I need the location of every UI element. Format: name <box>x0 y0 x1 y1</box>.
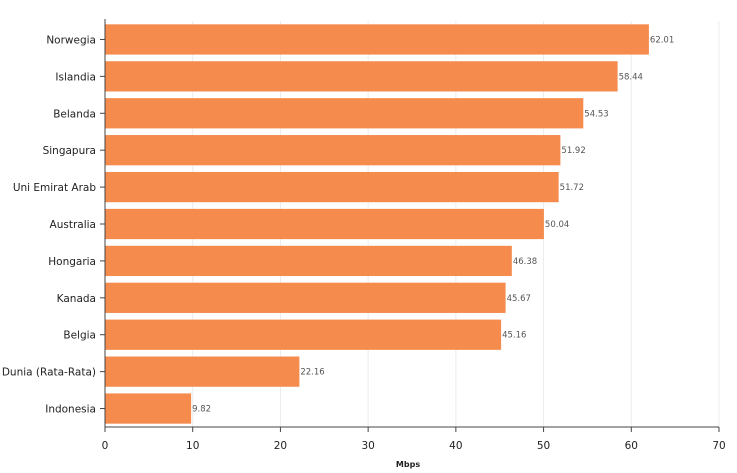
x-tick-label: 60 <box>625 440 638 452</box>
data-label: 51.92 <box>561 146 585 156</box>
x-tick-label: 0 <box>102 440 109 452</box>
category-label: Islandia <box>55 71 96 83</box>
data-label: 62.01 <box>650 35 674 45</box>
bar <box>105 282 506 313</box>
data-label: 22.16 <box>300 368 324 378</box>
x-tick-label: 30 <box>361 440 374 452</box>
labels: 0 10 20 30 40 50 60 70 Norwegia 62.01 Islandia 58.4… <box>2 34 726 452</box>
data-label: 51.72 <box>560 183 584 193</box>
bar <box>105 135 561 166</box>
data-label: 45.67 <box>507 294 531 304</box>
x-tick-label: 70 <box>712 440 725 452</box>
bars <box>105 24 649 424</box>
bar <box>105 24 649 55</box>
bar <box>105 319 502 350</box>
category-label: Singapura <box>43 145 96 157</box>
category-label: Uni Emirat Arab <box>13 182 97 194</box>
bar <box>105 393 192 424</box>
data-label: 45.16 <box>502 331 526 341</box>
x-axis-title: Mbps <box>396 460 420 469</box>
x-tick-label: 20 <box>274 440 287 452</box>
data-label: 9.82 <box>192 405 211 415</box>
category-label: Australia <box>50 219 96 231</box>
category-label: Kanada <box>57 293 96 305</box>
bar <box>105 98 584 129</box>
data-label: 50.04 <box>545 220 569 230</box>
data-label: 46.38 <box>513 257 537 267</box>
category-label: Belanda <box>53 108 96 120</box>
x-tick-label: 40 <box>449 440 462 452</box>
bar <box>105 171 559 203</box>
bar <box>105 208 544 240</box>
category-label: Hongaria <box>48 256 96 268</box>
data-label: 54.53 <box>584 109 608 119</box>
category-label: Belgia <box>63 330 96 342</box>
category-label: Dunia (Rata-Rata) <box>2 367 96 379</box>
bar <box>105 356 300 387</box>
category-label: Indonesia <box>45 404 96 416</box>
category-label: Norwegia <box>46 34 96 46</box>
axes <box>100 19 720 432</box>
bar <box>105 61 618 92</box>
x-tick-label: 10 <box>186 440 199 452</box>
data-label: 58.44 <box>619 72 643 82</box>
x-tick-label: 50 <box>537 440 550 452</box>
bar <box>105 245 512 277</box>
